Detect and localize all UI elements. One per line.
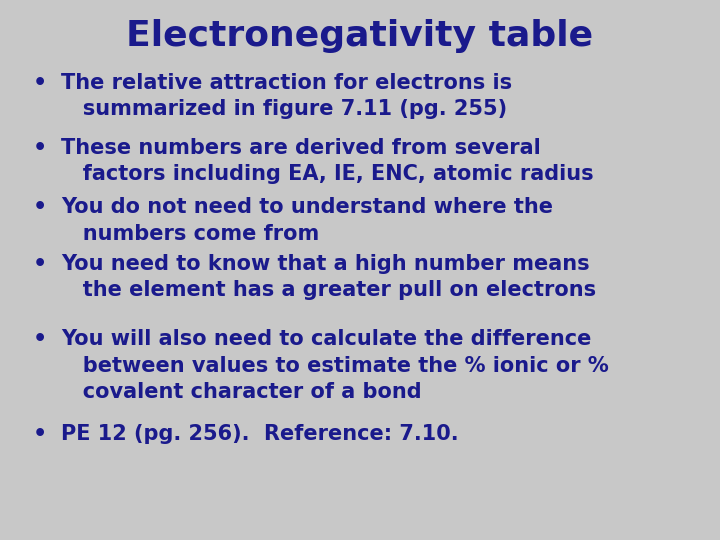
Text: Electronegativity table: Electronegativity table	[127, 19, 593, 53]
Text: PE 12 (pg. 256).  Reference: 7.10.: PE 12 (pg. 256). Reference: 7.10.	[61, 424, 459, 444]
Text: You need to know that a high number means
   the element has a greater pull on e: You need to know that a high number mean…	[61, 254, 596, 300]
Text: The relative attraction for electrons is
   summarized in figure 7.11 (pg. 255): The relative attraction for electrons is…	[61, 73, 513, 119]
Text: These numbers are derived from several
   factors including EA, IE, ENC, atomic : These numbers are derived from several f…	[61, 138, 594, 184]
Text: You do not need to understand where the
   numbers come from: You do not need to understand where the …	[61, 197, 553, 244]
Text: •: •	[32, 254, 47, 274]
Text: •: •	[32, 424, 47, 444]
Text: •: •	[32, 197, 47, 217]
Text: •: •	[32, 73, 47, 93]
Text: You will also need to calculate the difference
   between values to estimate the: You will also need to calculate the diff…	[61, 329, 609, 402]
Text: •: •	[32, 138, 47, 158]
Text: •: •	[32, 329, 47, 349]
